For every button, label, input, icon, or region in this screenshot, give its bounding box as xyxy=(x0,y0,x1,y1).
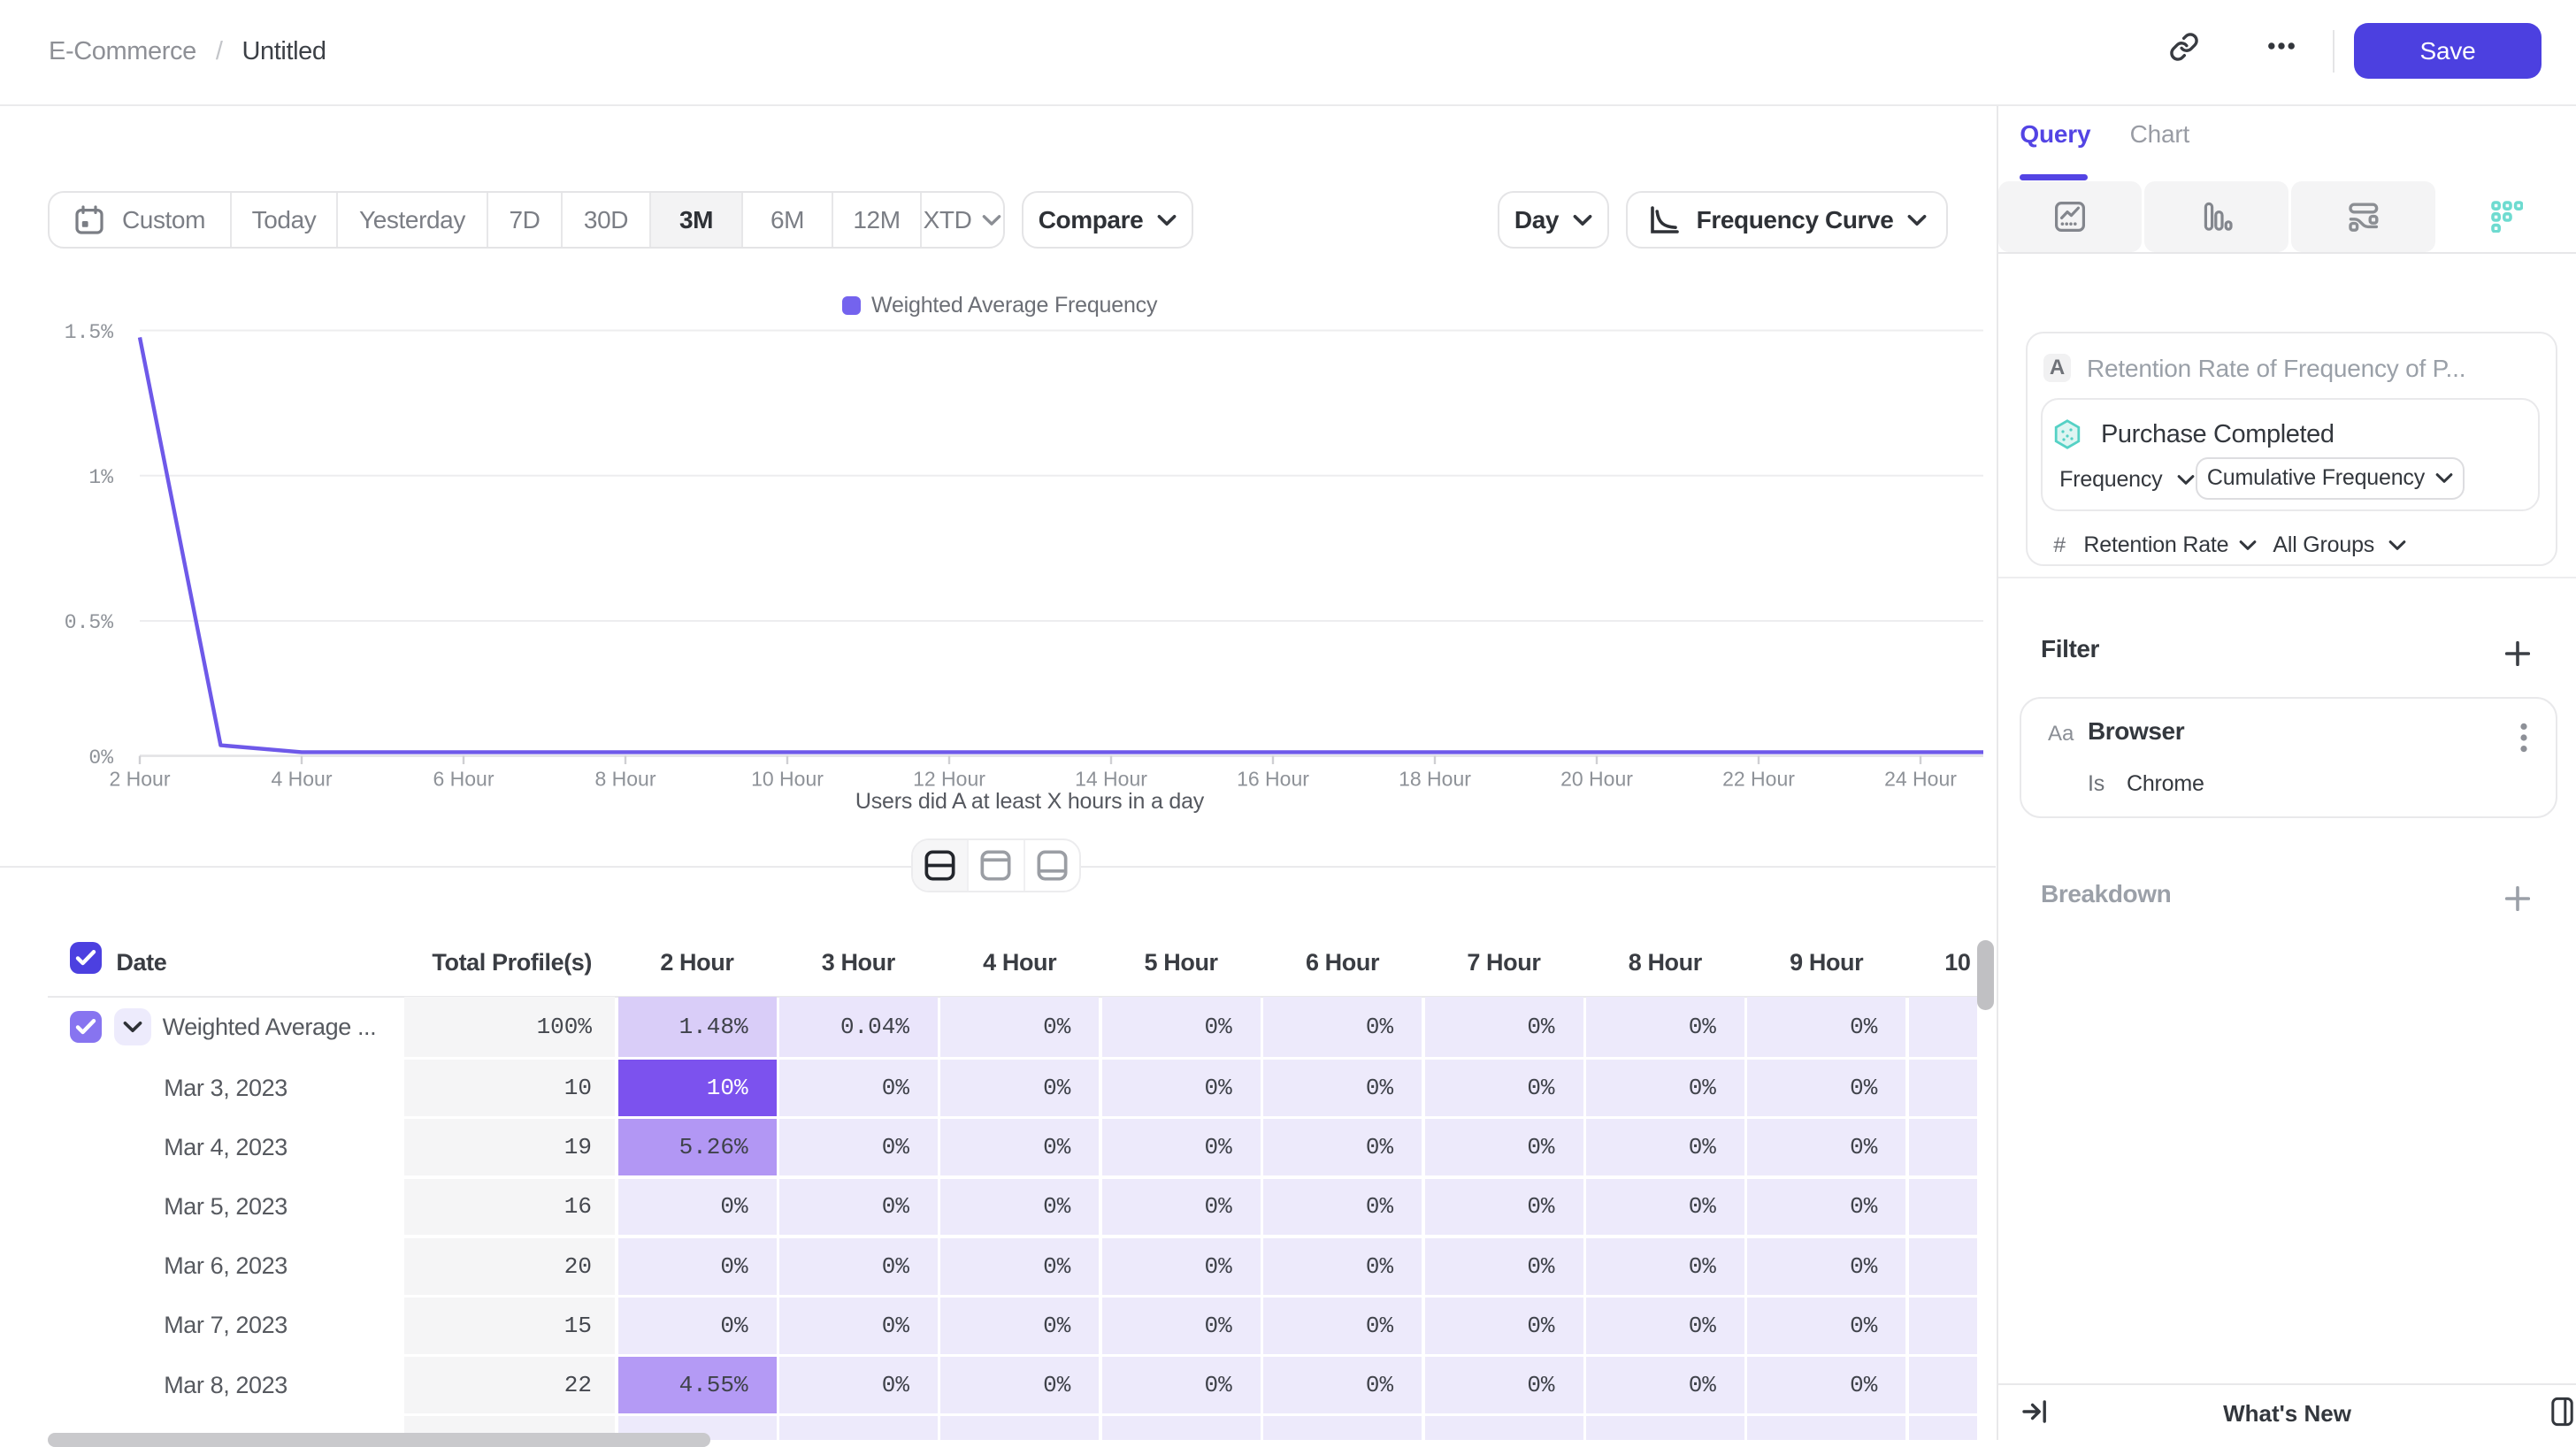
svg-text:12 Hour: 12 Hour xyxy=(913,767,985,790)
svg-text:22 Hour: 22 Hour xyxy=(1722,767,1795,790)
svg-text:24 Hour: 24 Hour xyxy=(1884,767,1957,790)
svg-text:18 Hour: 18 Hour xyxy=(1399,767,1471,790)
svg-text:1%: 1% xyxy=(88,466,113,489)
svg-text:2 Hour: 2 Hour xyxy=(109,767,170,790)
svg-text:6 Hour: 6 Hour xyxy=(433,767,494,790)
svg-text:10 Hour: 10 Hour xyxy=(751,767,824,790)
svg-text:8 Hour: 8 Hour xyxy=(594,767,656,790)
svg-text:1.5%: 1.5% xyxy=(65,321,113,344)
svg-text:0.5%: 0.5% xyxy=(65,611,113,634)
svg-text:14 Hour: 14 Hour xyxy=(1075,767,1147,790)
svg-text:0%: 0% xyxy=(88,746,113,769)
svg-text:16 Hour: 16 Hour xyxy=(1237,767,1309,790)
svg-text:20 Hour: 20 Hour xyxy=(1560,767,1633,790)
svg-text:4 Hour: 4 Hour xyxy=(271,767,332,790)
